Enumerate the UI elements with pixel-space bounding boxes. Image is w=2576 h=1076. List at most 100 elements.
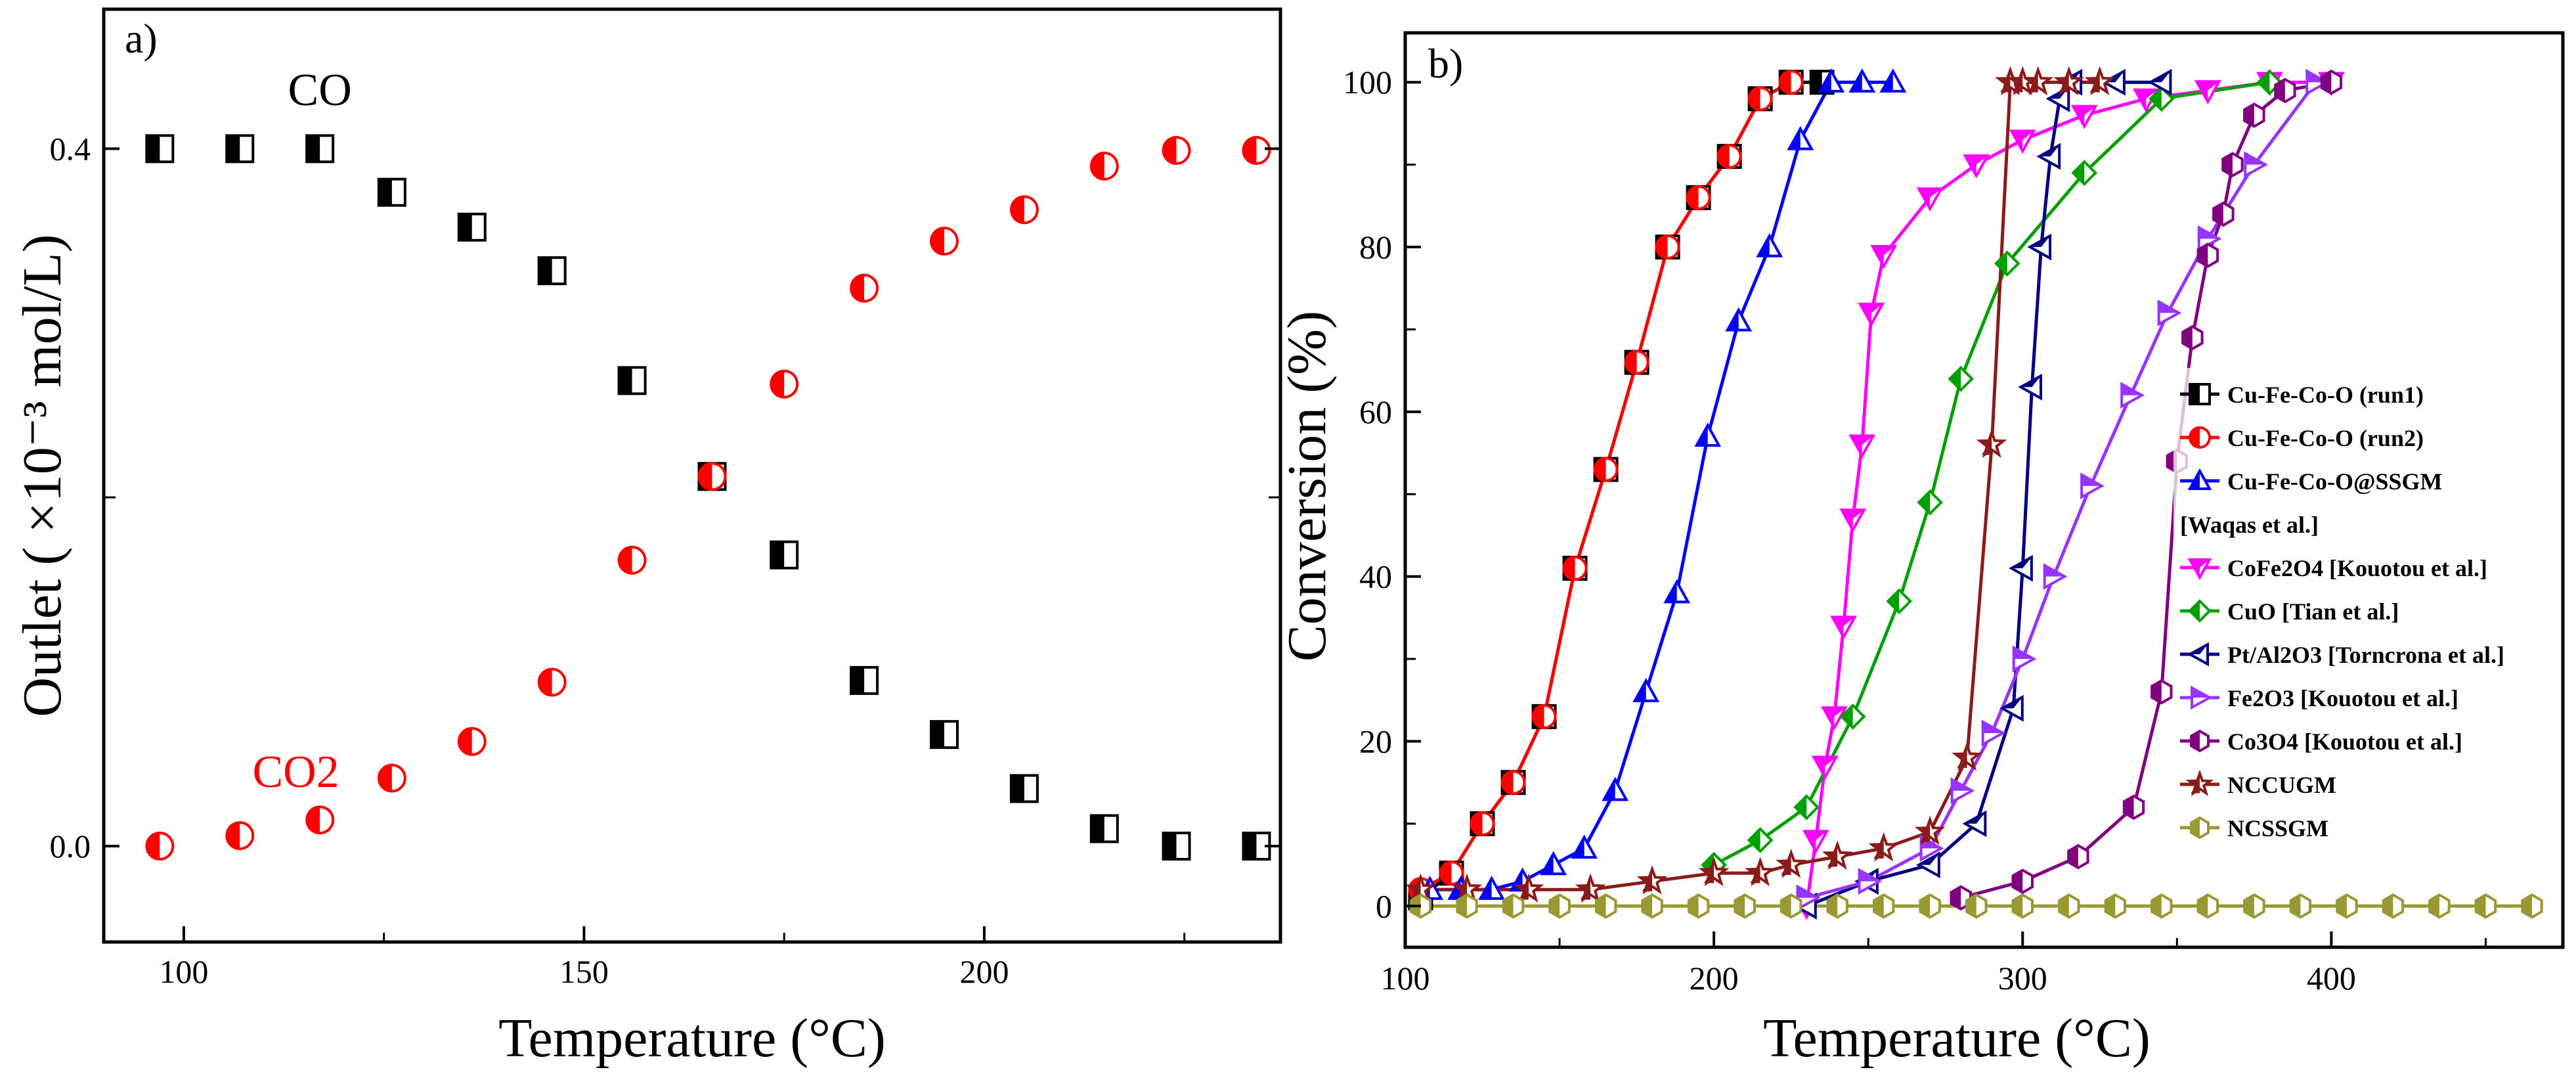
panel-b-point-cu-fe-co-o-run2-9 [1686,185,1711,210]
panel-b-y-tick-label-40: 40 [1359,558,1392,595]
panel-b-legend-item-cu-fe-co-o-run2: Cu-Fe-Co-O (run2) [2180,425,2424,451]
panel-a-x-tick-label-200: 200 [959,953,1009,990]
panel-b-point-co3o4-kouotou-et-al-9 [2221,152,2244,177]
panel-b-point-ncssgm-24 [2521,893,2543,919]
panel-b-point-cu-fe-co-o-ssgm-9 [1694,422,1722,447]
panel-b-point-nccugm-17 [2084,66,2116,96]
panel-a-label: a) [125,15,158,62]
panel-b-point-cofe2o4-kouotou-et-al-14 [2194,80,2221,104]
panel-b-legend-label-ncssgm: NCSSGM [2227,815,2328,841]
panel-b-point-cuo-tian-et-al-1 [1747,827,1774,853]
panel-b-point-co3o4-kouotou-et-al-7 [2196,242,2219,268]
panel-b-legend-label-pt-al2o3-torncrona-et-al: Pt/Al2O3 [Torncrona et al.] [2227,642,2504,668]
panel-b-point-pt-al2o3-torncrona-et-al-7 [2027,233,2052,261]
panel-b-point-nccugm-3 [1575,873,1606,903]
panel-b-point-nccugm-8 [1822,840,1853,870]
panel-a-point-co2-8 [770,369,799,399]
panel-b-point-cu-fe-co-o-run2-7 [1624,349,1649,375]
panel-b-point-cu-fe-co-o-run2-8 [1655,235,1680,260]
panel-b-legend-marker-fe2o3-kouotou-et-al [2191,685,2213,710]
panel-a-point-co2-14 [1242,135,1271,165]
panel-b-line-cu-fe-co-o-run2 [1420,80,1792,891]
panel-b-point-cu-fe-co-o-ssgm-4 [1540,851,1567,876]
panel-b-point-cuo-tian-et-al-4 [1886,588,1913,615]
panel-b-point-pt-al2o3-torncrona-et-al-8 [2036,143,2061,170]
panel-a-plot-frame [102,7,1282,944]
panel-b-point-ncssgm-12 [1965,893,1988,919]
panel-b-legend-marker-cuo-tian-et-al [2188,599,2212,623]
panel-a-annotation-co: CO [288,65,352,116]
panel-a-point-co2-6 [617,545,647,575]
panel-a-point-co-8 [770,540,799,570]
panel-b-legend-marker-cu-fe-co-o-run2 [2189,426,2211,449]
panel-b-point-cu-fe-co-o-ssgm-12 [1787,125,1814,150]
panel-b-point-nccugm-4 [1636,865,1668,895]
panel-a-point-co2-1 [225,821,255,851]
panel-a-point-co-6 [617,366,647,395]
panel-b-legend-marker-co3o4-kouotou-et-al [2190,729,2210,753]
panel-b-legend-label-nccugm: NCCUGM [2227,772,2336,798]
panel-b-point-co3o4-kouotou-et-al-11 [2274,78,2296,104]
panel-b-point-ncssgm-8 [1779,893,1802,919]
panel-a-marks: CO CO2 [145,65,1271,861]
panel-b-point-nccugm-16 [2053,66,2085,96]
panel-b-point-co3o4-kouotou-et-al-6 [2181,325,2204,351]
panel-b-point-co3o4-kouotou-et-al-8 [2212,201,2235,227]
panel-b-legend-label-cu-fe-co-o-run1: Cu-Fe-Co-O (run1) [2227,382,2424,408]
panel-b-point-cu-fe-co-o-run2-6 [1593,457,1619,482]
panel-b-y-tick-label-60: 60 [1359,393,1392,430]
panel-b-legend-label-cu-fe-co-o-run2: Cu-Fe-Co-O (run2) [2227,425,2424,451]
panel-a-point-co-11 [1009,774,1039,803]
panel-b-point-fe2o3-kouotou-et-al-4 [1981,719,2006,747]
panel-b-point-ncssgm-20 [2336,893,2358,919]
panel-b-point-co3o4-kouotou-et-al-2 [2067,843,2089,870]
panel-b-point-cu-fe-co-o-ssgm-6 [1602,776,1629,801]
panel-a-point-co2-0 [145,832,175,861]
panel-b-point-ncssgm-19 [2289,893,2312,919]
panel-b-point-cu-fe-co-o-ssgm-13 [1818,68,1845,93]
panel-b-legend-label-cu-fe-co-o-ssgm: Cu-Fe-Co-O@SSGM [2227,468,2442,495]
panel-b-point-cofe2o4-kouotou-et-al-10 [1963,154,1990,179]
panel-a-annotation-co2: CO2 [252,747,339,797]
panel-b-point-pt-al2o3-torncrona-et-al-6 [2018,373,2042,401]
panel-b-label: b) [1428,40,1463,87]
panel-b-chart: b) 100 200 300 400 0 20 40 60 80 100 Cu-Fe-Co-O (… [1277,31,2565,1069]
panel-a-point-co-1 [225,134,255,164]
panel-b-x-tick-label-400: 400 [2307,960,2356,997]
panel-a-point-co2-3 [377,763,406,793]
panel-b-point-cofe2o4-kouotou-et-al-7 [1858,302,1885,327]
panel-a-y-tick-label-0.4: 0.4 [50,130,91,167]
panel-b-point-cofe2o4-kouotou-et-al-11 [2009,129,2036,154]
panel-b-plot-frame [1403,31,2565,949]
panel-b-marks [1405,66,2543,920]
panel-b-line-cu-fe-co-o-ssgm [1430,80,1893,891]
panel-b-point-ncssgm-14 [2058,893,2080,919]
panel-a-x-axis-label: Temperature (°C) [498,1008,886,1069]
panel-a-point-co-13 [1162,832,1191,861]
panel-b-point-co3o4-kouotou-et-al-4 [2150,679,2173,705]
panel-b-point-cu-fe-co-o-ssgm-10 [1725,307,1753,332]
panel-b-point-cofe2o4-kouotou-et-al-4 [1830,616,1857,640]
panel-b-legend-marker-cofe2o4-kouotou-et-al [2187,558,2212,581]
panel-b-point-nccugm-9 [1868,832,1900,862]
panel-b-legend-label-cofe2o4-kouotou-et-al: CoFe2O4 [Kouotou et al.] [2227,555,2487,581]
panel-a-chart: a) CO CO2 100 150 200 0.0 0.4 Temperature (°C… [12,7,1282,1069]
panel-b-point-cuo-tian-et-al-7 [1994,250,2020,277]
panel-b-point-ncssgm-6 [1687,893,1710,919]
panel-b-x-tick-label-100: 100 [1381,960,1430,997]
panel-b-legend-item-pt-al2o3-torncrona-et-al: Pt/Al2O3 [Torncrona et al.] [2180,642,2504,668]
panel-b-legend-marker-nccugm [2185,769,2214,797]
panel-b-legend-label-waqas-et-al: [Waqas et al.] [2180,512,2319,538]
panel-b-point-co3o4-kouotou-et-al-1 [2011,868,2034,895]
panel-b-line-nccugm [1420,80,2100,891]
panel-a-point-co2-13 [1162,135,1191,165]
panel-b-point-nccugm-2 [1513,873,1544,903]
panel-b-y-tick-label-100: 100 [1343,64,1392,101]
panel-a-point-co2-11 [1009,195,1039,225]
panel-b-point-cuo-tian-et-al-2 [1793,794,1820,820]
panel-b-point-cuo-tian-et-al-8 [2071,160,2098,187]
panel-b-point-ncssgm-3 [1548,893,1571,919]
panel-b-point-cu-fe-co-o-run2-12 [1778,70,1804,95]
panel-b-point-ncssgm-18 [2243,893,2265,919]
panel-a-y-tick-label-0.0: 0.0 [50,828,91,864]
